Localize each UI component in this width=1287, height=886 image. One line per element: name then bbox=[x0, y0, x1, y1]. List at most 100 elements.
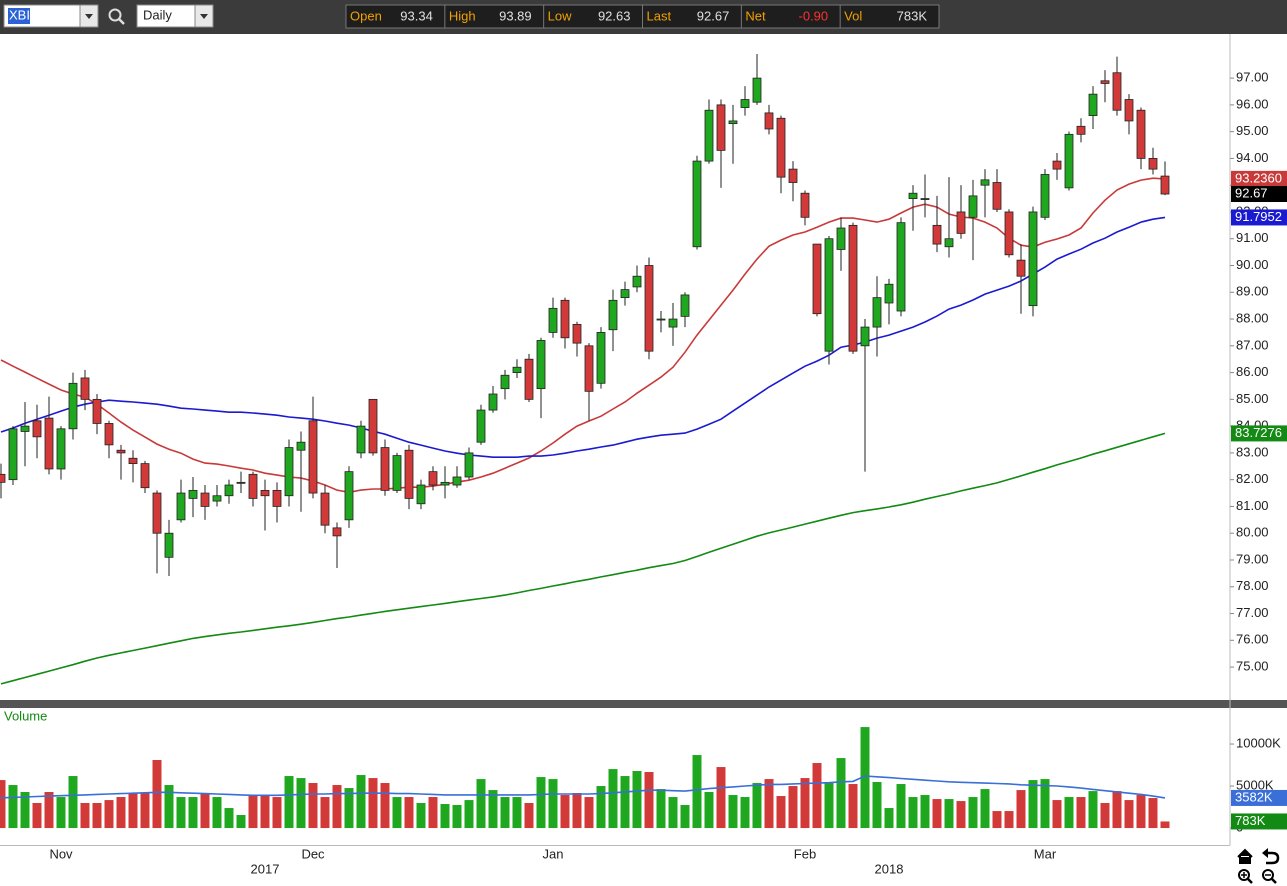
candle-body bbox=[236, 481, 246, 484]
candle-body bbox=[344, 471, 354, 521]
volume-bar bbox=[188, 797, 198, 829]
volume-bar bbox=[368, 778, 378, 829]
candle-body bbox=[608, 299, 618, 331]
candle-body bbox=[980, 179, 990, 186]
volume-bar bbox=[812, 763, 822, 829]
volume-bar bbox=[860, 727, 870, 829]
candle-body bbox=[548, 307, 558, 333]
volume-bar bbox=[680, 805, 690, 829]
volume-bar bbox=[380, 783, 390, 829]
volume-bar bbox=[824, 783, 834, 829]
volume-bar bbox=[848, 784, 858, 829]
y-tick-label: 88.00 bbox=[1236, 310, 1269, 325]
y-tick-label: 79.00 bbox=[1236, 551, 1269, 566]
volume-bar bbox=[116, 797, 126, 829]
y-tick-label: 83.00 bbox=[1236, 444, 1269, 459]
volume-bar bbox=[428, 797, 438, 829]
volume-bar bbox=[752, 783, 762, 829]
candle-body bbox=[152, 492, 162, 534]
volume-bar bbox=[728, 795, 738, 829]
candle-body bbox=[296, 441, 306, 451]
symbol: XBI bbox=[9, 7, 30, 22]
last-value-box bbox=[1231, 789, 1287, 806]
candle-body bbox=[716, 104, 726, 151]
volume-bar bbox=[1124, 800, 1134, 829]
home-icon[interactable] bbox=[1237, 848, 1253, 864]
volume-bar bbox=[1076, 797, 1086, 829]
candle-body bbox=[272, 489, 282, 507]
y-tick-label: 91.00 bbox=[1236, 230, 1269, 245]
search-icon[interactable] bbox=[108, 8, 125, 25]
quote-cells: Open 93.34 High 93.89 Low 92.63 Last 92.67 Net -0… bbox=[350, 5, 927, 28]
candle-body bbox=[1052, 160, 1062, 170]
volume-bar bbox=[968, 797, 978, 829]
volume-bar bbox=[632, 770, 642, 829]
volume-bar bbox=[716, 767, 726, 829]
volume-bar bbox=[20, 791, 30, 829]
volume-bar bbox=[68, 776, 78, 829]
candle-body bbox=[1124, 99, 1134, 122]
volume-bar bbox=[500, 797, 510, 829]
volume-bar bbox=[1088, 791, 1098, 829]
panel-title: Volume bbox=[4, 708, 47, 723]
volume-bar bbox=[776, 796, 786, 829]
candle-body bbox=[176, 492, 186, 521]
candle-body bbox=[776, 117, 786, 178]
candle-body bbox=[1136, 109, 1146, 159]
quote-value: 93.34 bbox=[400, 8, 433, 23]
volume-bar bbox=[56, 797, 66, 829]
candle-body bbox=[752, 77, 762, 103]
candle-body bbox=[428, 471, 438, 486]
candle-body bbox=[224, 484, 234, 497]
candle-body bbox=[416, 484, 426, 505]
volume-bar bbox=[392, 797, 402, 829]
volume-bar bbox=[524, 803, 534, 829]
candle-body bbox=[104, 423, 114, 446]
moving-average-line bbox=[0, 177, 1166, 494]
last-value-label: 91.7952 bbox=[1235, 209, 1282, 224]
volume-bar bbox=[140, 793, 150, 829]
candle-body bbox=[992, 182, 1002, 210]
y-tick-label: 85.00 bbox=[1236, 391, 1269, 406]
candle-body bbox=[8, 428, 18, 481]
candle-body bbox=[740, 99, 750, 108]
candle-body bbox=[896, 222, 906, 312]
candle-body bbox=[908, 192, 918, 199]
volume-bar bbox=[536, 777, 546, 829]
quote-label: Net bbox=[745, 8, 766, 23]
y-tick-label: 89.00 bbox=[1236, 284, 1269, 299]
volume-bar bbox=[656, 789, 666, 829]
volume-bar bbox=[620, 776, 630, 829]
volume-bar bbox=[1112, 791, 1122, 829]
candle-body bbox=[524, 358, 534, 400]
candle-body bbox=[368, 398, 378, 454]
y-tick-label: 86.00 bbox=[1236, 364, 1269, 379]
volume-bar bbox=[296, 778, 306, 829]
volume-bar bbox=[164, 785, 174, 829]
volume-bar bbox=[548, 779, 558, 829]
last-value-label: 3582K bbox=[1235, 789, 1273, 804]
last-value-box bbox=[1231, 170, 1287, 187]
quote-value: 92.63 bbox=[598, 8, 631, 23]
candle-body bbox=[956, 211, 966, 234]
candle-body bbox=[356, 425, 366, 454]
candle-body bbox=[1028, 211, 1038, 307]
volume-bar bbox=[884, 808, 894, 829]
moving-average-line bbox=[0, 775, 1166, 799]
zoom-out-icon[interactable] bbox=[1262, 869, 1277, 884]
y-tick-label: 76.00 bbox=[1236, 632, 1269, 647]
volume-bar bbox=[260, 795, 270, 829]
back-icon[interactable] bbox=[1262, 848, 1280, 865]
zoom-in-icon[interactable] bbox=[1238, 869, 1253, 884]
last-value-label: 93.2360 bbox=[1235, 170, 1282, 185]
y-tick-label: 81.00 bbox=[1236, 498, 1269, 513]
candle-body bbox=[536, 340, 546, 390]
candle-body bbox=[284, 447, 294, 497]
candle-body bbox=[512, 366, 522, 373]
candle-body bbox=[116, 449, 126, 454]
volume-bar bbox=[440, 804, 450, 829]
volume-bar bbox=[572, 793, 582, 829]
candle-body bbox=[68, 382, 78, 430]
last-value-label: 92.67 bbox=[1235, 185, 1268, 200]
